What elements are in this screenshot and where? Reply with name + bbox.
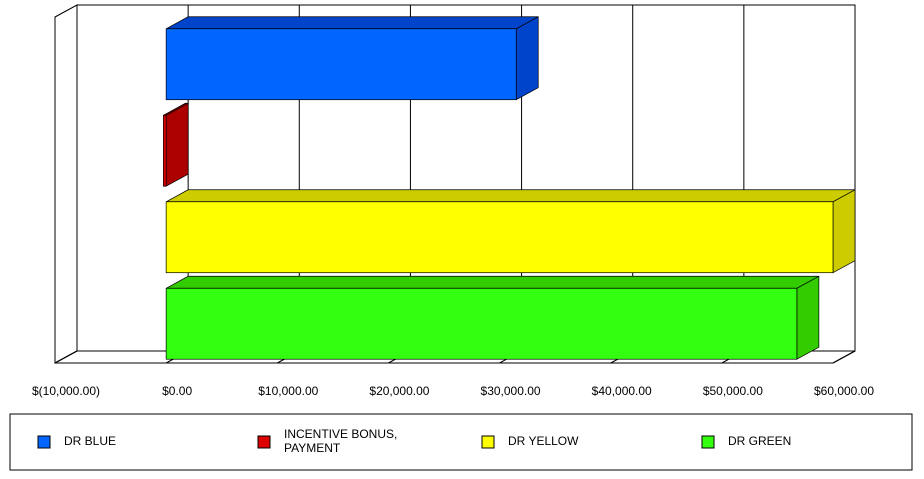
x-tick-label: $50,000.00 (703, 384, 763, 398)
x-tick-label: $0.00 (162, 384, 192, 398)
bar-top (165, 275, 820, 289)
bar (165, 189, 856, 274)
bar-front (165, 201, 834, 274)
x-tick-label: $40,000.00 (592, 384, 652, 398)
bar-side (796, 275, 820, 360)
x-tick-label: $20,000.00 (369, 384, 429, 398)
bar-front (165, 287, 798, 360)
legend-label: DR BLUE (64, 434, 116, 448)
bar-side (515, 16, 539, 101)
x-tick-label: $60,000.00 (814, 384, 874, 398)
legend-box (9, 413, 913, 471)
legend-label-line: INCENTIVE BONUS, (284, 427, 397, 441)
x-tick-label: $30,000.00 (481, 384, 541, 398)
legend-swatch (257, 435, 271, 449)
x-tick-label: $10,000.00 (258, 384, 318, 398)
bar-top (165, 189, 856, 203)
bar (165, 275, 820, 360)
bar (163, 102, 189, 187)
legend-swatch (37, 435, 51, 449)
floor-grid-line (54, 350, 78, 364)
legend-label: DR GREEN (728, 434, 791, 448)
x-tick-label: $(10,000.00) (32, 384, 100, 398)
legend-label: INCENTIVE BONUS, PAYMENT (284, 427, 397, 455)
legend-swatch (481, 435, 495, 449)
bar (165, 16, 539, 101)
bar-side (165, 102, 189, 187)
legend-label-line: PAYMENT (284, 441, 341, 455)
bar-front (165, 28, 517, 101)
bar-side (832, 189, 856, 274)
left-wall (54, 4, 78, 364)
legend-label: DR YELLOW (508, 434, 579, 448)
floor-grid-line (832, 350, 856, 364)
bar-top (165, 16, 539, 30)
legend-swatch (701, 435, 715, 449)
bar-front (163, 114, 167, 187)
